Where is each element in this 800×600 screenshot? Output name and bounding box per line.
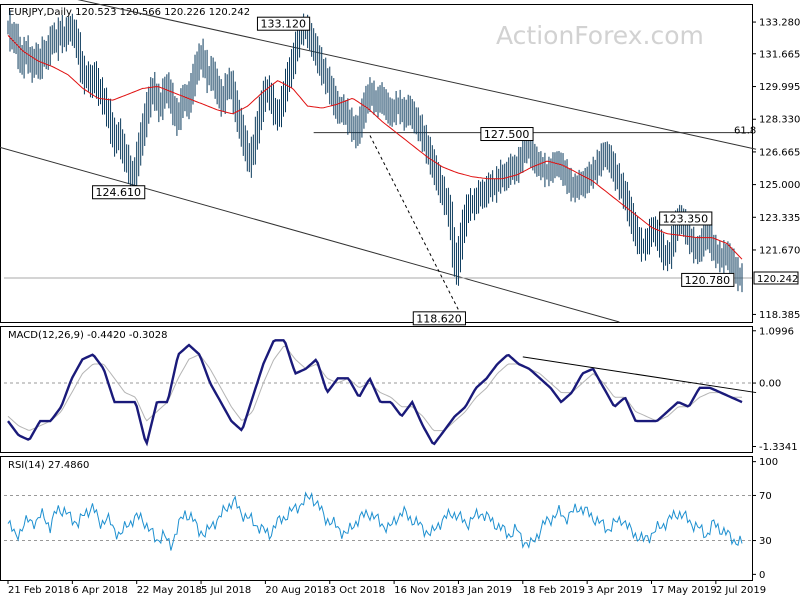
current-price-label: 120.242	[757, 274, 798, 285]
rsi-y-tick-label: 30	[759, 536, 772, 547]
rsi-y-tick-label: 70	[759, 491, 772, 502]
price-annotation-label: 133.120	[260, 18, 306, 31]
x-tick-label: 6 Apr 2018	[72, 585, 127, 596]
price-annotation-box	[92, 185, 146, 200]
x-tick-label: 22 May 2018	[137, 585, 202, 596]
rsi-line	[7, 491, 743, 551]
price-y-tick-label: 129.995	[759, 82, 800, 93]
price-y-tick-label: 123.335	[759, 213, 800, 224]
macd-y-tick-label: -1.3341	[759, 442, 798, 453]
x-tick-label: 16 Nov 2018	[394, 585, 458, 596]
x-tick-label: 18 Feb 2019	[523, 585, 585, 596]
trend-channel-upper	[77, 0, 757, 150]
price-annotation-label: 127.500	[484, 128, 529, 141]
rsi-y-tick-label: 0	[759, 570, 765, 581]
price-annotation-label: 123.350	[663, 212, 709, 225]
price-y-tick-label: 118.385	[759, 310, 800, 321]
macd-panel-frame	[0, 326, 753, 453]
price-panel-frame	[0, 4, 753, 323]
dashed-projection-line	[369, 135, 459, 311]
rsi-y-tick-label: 100	[759, 457, 778, 468]
rsi-panel-title: RSI(14) 27.4860	[8, 460, 89, 471]
x-tick-label: 5 Jul 2018	[201, 585, 251, 596]
price-annotation: 133.120	[256, 16, 311, 31]
macd-line	[7, 339, 743, 447]
price-annotation-box	[256, 16, 311, 31]
watermark: ActionForex.com	[496, 21, 704, 50]
price-annotation-box	[659, 211, 713, 226]
x-axis: 21 Feb 2018 6 Apr 2018 22 May 2018 5 Jul 20…	[7, 580, 766, 596]
price-panel-title: EURJPY,Daily 120.523 120.566 120.226 120…	[8, 7, 250, 18]
x-tick-label: 17 May 2019	[652, 585, 717, 596]
price-annotation-box	[480, 127, 534, 142]
macd-panel: MACD(12,26,9) -0.4420 -0.3028 1.0996 0.00 -…	[4, 326, 798, 453]
price-annotation-label: 118.620	[416, 312, 462, 325]
macd-y-tick-label: 0.00	[759, 379, 781, 390]
current-price-box	[753, 271, 799, 285]
price-y-tick-label: 133.280	[759, 18, 800, 29]
x-tick-label: 21 Feb 2018	[8, 585, 70, 596]
price-annotation-label: 120.780	[685, 274, 731, 287]
x-tick-label: 3 Apr 2019	[587, 585, 642, 596]
x-tick-label: 2 Jul 2019	[716, 585, 766, 596]
rsi-panel: RSI(14) 27.4860 100 70 30 0	[4, 457, 778, 581]
fib-61-8-label: 61.8	[734, 126, 756, 137]
price-annotation: 123.350	[659, 211, 713, 226]
price-y-tick-label: 131.665	[759, 49, 800, 60]
price-annotation: 124.610	[92, 185, 146, 200]
price-y-tick-label: 128.330	[759, 115, 800, 126]
price-annotation-box	[412, 311, 466, 326]
price-y-tick-label: 121.670	[759, 245, 800, 256]
price-annotation: 118.620	[412, 311, 466, 326]
price-annotation-label: 124.610	[96, 186, 142, 199]
x-tick-label: 20 Aug 2018	[265, 585, 329, 596]
macd-trend-line	[522, 356, 757, 394]
macd-panel-title: MACD(12,26,9) -0.4420 -0.3028	[8, 330, 168, 341]
price-y-tick-label: 126.665	[759, 147, 800, 158]
moving-average-line	[7, 35, 743, 260]
trend-channel-lower	[0, 146, 620, 323]
x-tick-label: 3 Jan 2019	[458, 585, 512, 596]
macd-y-tick-label: 1.0996	[759, 326, 794, 337]
price-panel: EURJPY,Daily 120.523 120.566 120.226 120…	[0, 0, 800, 326]
x-tick-label: 3 Oct 2018	[330, 585, 385, 596]
price-y-tick-label: 125.000	[759, 180, 800, 191]
price-annotation-box	[681, 272, 735, 287]
price-annotation: 120.780	[681, 272, 735, 287]
rsi-panel-frame	[0, 456, 753, 581]
price-annotation: 127.500	[480, 127, 534, 142]
